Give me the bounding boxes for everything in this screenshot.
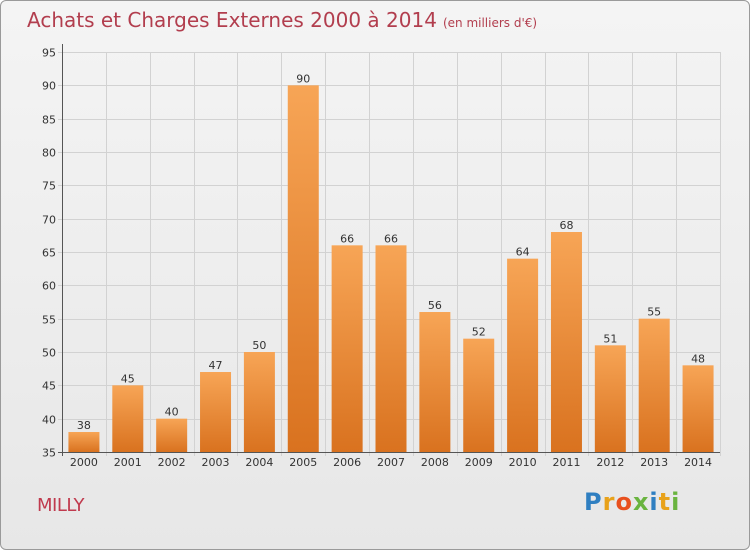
x-tick-label-2014: 2014 (684, 456, 712, 469)
x-tick-label-2008: 2008 (421, 456, 449, 469)
y-tick-label: 35 (42, 447, 56, 460)
data-label-2011: 68 (559, 219, 573, 232)
bar-2004 (243, 352, 275, 452)
x-tick-label-2007: 2007 (377, 456, 405, 469)
y-tick-label: 55 (42, 314, 56, 327)
bar-2008 (419, 312, 451, 452)
bar-2003 (200, 372, 232, 452)
x-tick-label-2003: 2003 (202, 456, 230, 469)
axis-layer: 35 40 45 50 55 60 65 70 75 80 85 90 95 38 2000 45 2001 40… (42, 44, 720, 469)
logo-letter: i (649, 488, 659, 516)
x-tick-label-2001: 2001 (114, 456, 142, 469)
data-label-2009: 52 (472, 326, 486, 339)
bar-2011 (550, 232, 582, 452)
y-tick-label: 60 (42, 280, 56, 293)
bar-2010 (507, 258, 539, 452)
y-tick-label: 70 (42, 214, 56, 227)
data-label-2003: 47 (209, 359, 223, 372)
logo-letter: i (671, 488, 681, 516)
x-tick-label-2012: 2012 (596, 456, 624, 469)
bar-2013 (638, 318, 670, 452)
bar-2014 (682, 365, 714, 452)
y-tick-label: 65 (42, 247, 56, 260)
x-tick-label-2013: 2013 (640, 456, 668, 469)
y-tick-label: 50 (42, 347, 56, 360)
y-tick-label: 95 (42, 47, 56, 60)
x-tick-label-2011: 2011 (552, 456, 580, 469)
data-label-2004: 50 (252, 339, 266, 352)
data-label-2010: 64 (516, 246, 530, 259)
commune-name: MILLY (37, 495, 85, 516)
data-label-2007: 66 (384, 232, 398, 245)
logo-letter: P (584, 488, 603, 516)
y-tick-label: 75 (42, 180, 56, 193)
data-label-2008: 56 (428, 299, 442, 312)
y-tick-label: 40 (42, 414, 56, 427)
bar-2002 (156, 418, 188, 452)
bar-2000 (68, 432, 100, 452)
proxiti-logo: Proxiti (584, 488, 680, 516)
data-label-2014: 48 (691, 352, 705, 365)
data-label-2002: 40 (165, 406, 179, 419)
y-tick-label: 90 (42, 80, 56, 93)
bar-layer (68, 85, 714, 452)
data-label-2001: 45 (121, 372, 135, 385)
x-tick-label-2010: 2010 (509, 456, 537, 469)
logo-letter: x (632, 488, 650, 516)
x-tick-label-2004: 2004 (245, 456, 273, 469)
y-tick-label: 80 (42, 147, 56, 160)
chart-subtitle: (en milliers d'€) (442, 16, 538, 30)
x-tick-label-2006: 2006 (333, 456, 361, 469)
data-label-2006: 66 (340, 232, 354, 245)
logo-letter: o (615, 488, 633, 516)
x-tick-label-2002: 2002 (158, 456, 186, 469)
data-label-2005: 90 (296, 72, 310, 85)
bar-2009 (463, 338, 495, 452)
chart-title: Achats et Charges Externes 2000 à 2014 (e… (27, 8, 537, 32)
y-tick-label: 45 (42, 380, 56, 393)
y-tick-label: 85 (42, 114, 56, 127)
chart-title-text: Achats et Charges Externes 2000 à 2014 (27, 8, 437, 32)
data-label-2013: 55 (647, 306, 661, 319)
bar-2006 (331, 245, 363, 452)
bar-2005 (287, 85, 319, 452)
bar-2007 (375, 245, 407, 452)
x-tick-label-2005: 2005 (289, 456, 317, 469)
data-label-2012: 51 (603, 332, 617, 345)
logo-letter: t (658, 488, 672, 516)
logo-letter: r (602, 488, 616, 516)
bar-2001 (112, 385, 144, 452)
x-tick-label-2000: 2000 (70, 456, 98, 469)
data-label-2000: 38 (77, 419, 91, 432)
x-tick-label-2009: 2009 (465, 456, 493, 469)
bar-2012 (594, 345, 626, 452)
